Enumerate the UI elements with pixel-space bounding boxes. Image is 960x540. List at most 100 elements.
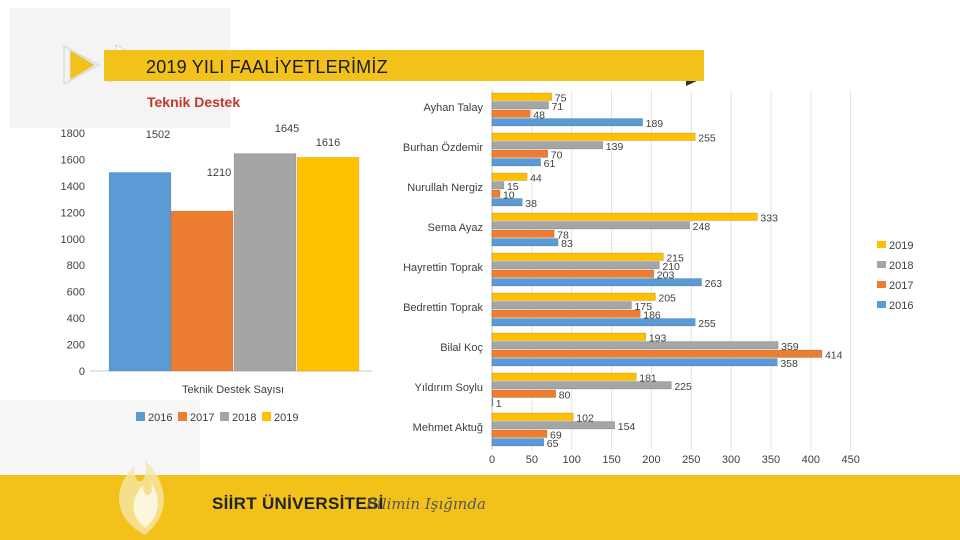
hbar-data-label: 225	[674, 381, 692, 393]
hbar-data-label: 333	[760, 213, 778, 225]
legend-label: 2016	[148, 412, 172, 424]
legend-swatch-2016	[136, 412, 145, 421]
y-tick-label: 200	[67, 340, 85, 352]
hbar-data-label: 61	[544, 158, 556, 170]
hbar-2017	[491, 189, 501, 198]
hbar-2017	[491, 349, 823, 358]
x-tick-label: 300	[722, 454, 740, 466]
y-tick-label: 1600	[61, 154, 85, 166]
y-tick-label: 400	[67, 313, 85, 325]
hbar-2016	[491, 358, 778, 367]
legend-swatch-2016	[877, 301, 886, 308]
x-tick-label: 350	[762, 454, 780, 466]
hbar-data-label: 215	[666, 253, 684, 265]
hbar-2016	[491, 398, 494, 407]
flame-logo-icon	[118, 460, 164, 535]
hbar-2019	[491, 332, 647, 341]
bar-2019	[296, 157, 360, 372]
hbar-data-label: 139	[606, 141, 624, 153]
hbar-2018	[491, 341, 779, 350]
hbar-2017	[491, 389, 557, 398]
hbar-data-label: 10	[503, 190, 515, 202]
university-name: SİİRT ÜNİVERSİTESİ	[212, 494, 384, 513]
hbar-data-label: 71	[552, 101, 564, 113]
category-label: Bedrettin Toprak	[403, 302, 483, 314]
category-label: Yıldırım Soylu	[415, 382, 483, 394]
chart-subtitle: Teknik Destek	[147, 94, 241, 110]
legend-label: 2019	[274, 412, 298, 424]
hbar-2017	[491, 269, 655, 278]
hbar-2019	[491, 132, 696, 141]
hbar-2016	[491, 318, 696, 327]
hbar-2016	[491, 158, 541, 167]
x-tick-label: 250	[682, 454, 700, 466]
category-label: Sema Ayaz	[428, 222, 483, 234]
y-tick-label: 1400	[61, 181, 85, 193]
x-tick-label: 400	[802, 454, 820, 466]
y-tick-label: 1200	[61, 207, 85, 219]
bar-2016	[108, 172, 172, 372]
hbar-data-label: 38	[525, 198, 537, 210]
hbar-data-label: 83	[561, 238, 573, 250]
hbar-data-label: 75	[555, 93, 567, 105]
category-label: Hayrettin Toprak	[403, 262, 483, 274]
hbar-data-label: 69	[550, 430, 562, 442]
hbar-2018	[491, 261, 660, 270]
hbar-2019	[491, 172, 528, 181]
legend-label: 2018	[889, 260, 913, 272]
hbar-2017	[491, 149, 549, 158]
hbar-data-label: 414	[825, 350, 843, 362]
hbar-2018	[491, 181, 505, 190]
x-tick-label: 50	[526, 454, 538, 466]
legend-label: 2016	[889, 300, 913, 312]
hbar-2018	[491, 141, 604, 150]
hbar-2016	[491, 238, 559, 247]
hbar-2017	[491, 429, 548, 438]
x-tick-label: 200	[642, 454, 660, 466]
hbar-2018	[491, 381, 672, 390]
hbar-data-label: 255	[698, 133, 716, 145]
category-label: Burhan Özdemir	[403, 142, 483, 154]
hbar-2017	[491, 309, 641, 318]
dot-pattern-background	[0, 400, 200, 475]
hbar-data-label: 210	[662, 261, 680, 273]
hbar-2019	[491, 212, 758, 221]
hbar-data-label: 154	[618, 421, 636, 433]
hbar-2019	[491, 92, 553, 101]
legend-swatch-2019	[262, 412, 271, 421]
bar-data-label: 1502	[146, 129, 170, 141]
hbar-data-label: 358	[780, 358, 798, 370]
category-label: Nurullah Nergiz	[407, 182, 483, 194]
y-tick-label: 1000	[61, 234, 85, 246]
legend-label: 2019	[889, 240, 913, 252]
legend-swatch-2018	[220, 412, 229, 421]
x-tick-label: 0	[489, 454, 495, 466]
category-label: Bilal Koç	[440, 342, 483, 354]
x-category-label: Teknik Destek Sayısı	[182, 384, 284, 396]
hbar-data-label: 1	[496, 398, 502, 410]
hbar-2019	[491, 292, 656, 301]
x-tick-label: 150	[602, 454, 620, 466]
bar-data-label: 1616	[316, 137, 340, 149]
legend-label: 2017	[190, 412, 214, 424]
category-label: Mehmet Aktuğ	[413, 422, 483, 434]
hbar-2016	[491, 278, 702, 287]
hbar-2018	[491, 101, 549, 110]
hbar-data-label: 248	[693, 221, 711, 233]
hbar-data-label: 65	[547, 438, 559, 450]
category-label: Ayhan Talay	[423, 102, 483, 114]
hbar-2016	[491, 198, 523, 207]
legend-swatch-2018	[877, 261, 886, 268]
hbar-2018	[491, 221, 690, 230]
y-tick-label: 1800	[61, 128, 85, 140]
y-tick-label: 0	[79, 366, 85, 378]
legend-label: 2018	[232, 412, 256, 424]
hbar-data-label: 44	[530, 173, 542, 185]
hbar-2016	[491, 438, 545, 447]
hbar-2016	[491, 118, 643, 127]
x-tick-label: 450	[841, 454, 859, 466]
hbar-data-label: 48	[533, 110, 545, 122]
page-title: 2019 YILI FAALİYETLERİMİZ	[146, 57, 388, 77]
bar-2017	[170, 210, 234, 372]
x-tick-label: 100	[563, 454, 581, 466]
